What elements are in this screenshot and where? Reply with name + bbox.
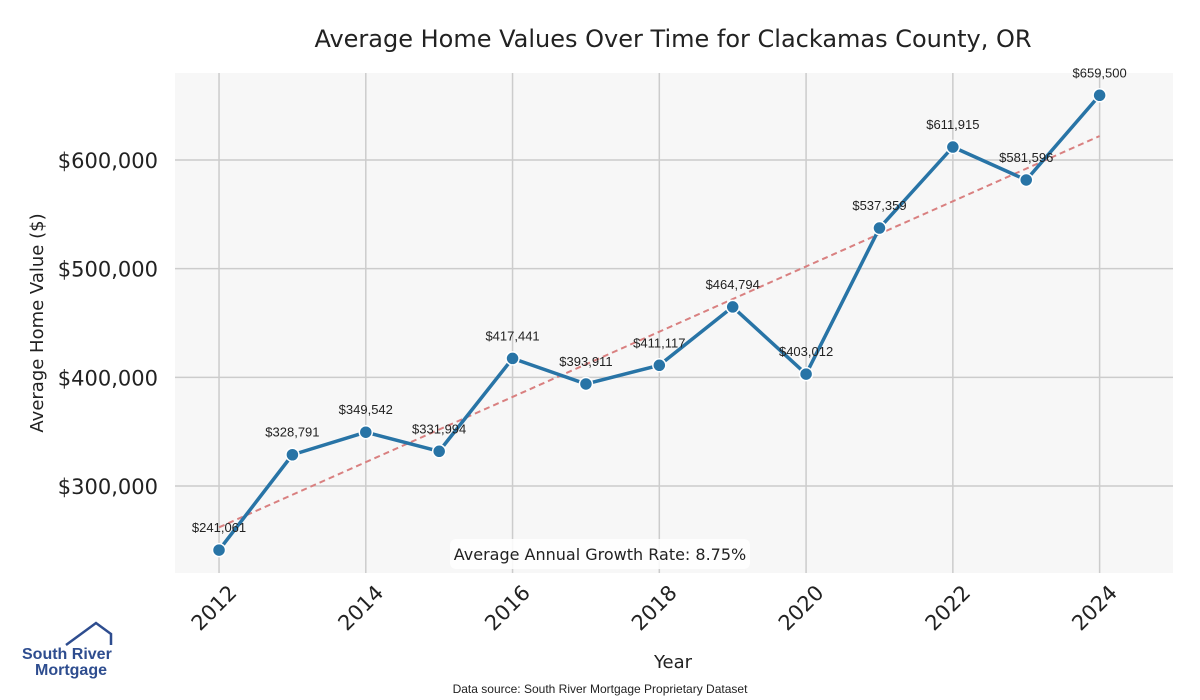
data-point-2012 [211,542,227,558]
x-tick-2020: 2020 [774,581,829,636]
data-labels: $241,061 $328,791 $349,542 $331,994 $417,441… [192,65,1127,535]
growth-rate-annotation: Average Annual Growth Rate: 8.75% [454,545,746,564]
data-point-2023 [1018,172,1034,188]
x-tick-2012: 2012 [187,581,242,636]
annotation-box [450,539,750,569]
data-label-2017: $393,911 [559,354,612,369]
trend-line [218,135,1101,529]
data-label-2021: $537,359 [852,198,906,213]
plot-area [175,73,1173,573]
data-point-2014 [358,424,374,440]
data-label-2013: $328,791 [265,425,319,440]
data-point-2013 [285,447,300,462]
logo-line1: South River [22,646,112,663]
data-point-2020 [798,366,814,382]
data-point-2021 [872,220,887,236]
y-axis-label: Average Home Value ($) [27,213,48,432]
x-gridlines [218,73,1101,573]
x-tick-2014: 2014 [333,581,388,636]
data-point-2019 [725,299,740,315]
data-point-2018 [652,358,667,373]
data-label-2023: $581,596 [999,150,1053,165]
data-point-2017 [578,376,594,392]
data-label-2015: $331,994 [412,421,466,436]
data-label-2014: $349,542 [339,402,393,417]
data-label-2024: $659,500 [1073,65,1127,80]
data-label-2022: $611,915 [926,117,979,132]
y-gridlines [175,159,1173,487]
data-points [211,88,1107,558]
data-point-2022 [945,139,961,155]
data-point-2016 [505,351,520,366]
chart-title: Average Home Values Over Time for Clacka… [314,25,1031,53]
y-tick-600000: $600,000 [58,149,158,173]
data-point-2024 [1092,88,1107,103]
x-axis-label: Year [653,652,693,673]
data-label-2018: $411,117 [633,335,685,350]
y-tick-500000: $500,000 [58,258,158,282]
data-label-2012: $241,061 [192,520,246,535]
x-tick-2016: 2016 [480,581,535,636]
logo-roof-icon [65,621,113,647]
x-tick-labels: 2012 2014 2016 2018 2020 2022 2024 [187,581,1122,636]
x-tick-2024: 2024 [1067,581,1122,636]
data-label-2016: $417,441 [485,328,539,343]
y-tick-labels: $300,000 $400,000 $500,000 $600,000 [58,149,158,499]
logo: South River Mortgage [22,621,113,679]
logo-line2: Mortgage [35,662,107,679]
data-label-2019: $464,794 [706,277,760,292]
x-tick-2022: 2022 [921,581,976,636]
y-tick-400000: $400,000 [58,366,158,390]
data-source-note: Data source: South River Mortgage Propri… [453,682,748,696]
x-tick-2018: 2018 [627,581,682,636]
y-tick-300000: $300,000 [58,475,158,499]
data-point-2015 [431,444,447,459]
data-label-2020: $403,012 [779,344,833,359]
